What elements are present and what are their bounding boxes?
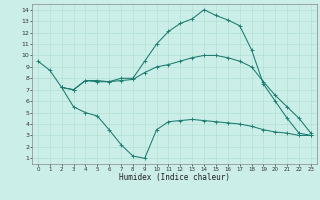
X-axis label: Humidex (Indice chaleur): Humidex (Indice chaleur) — [119, 173, 230, 182]
